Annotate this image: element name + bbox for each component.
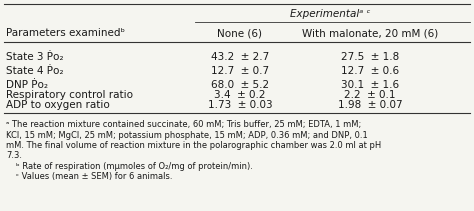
Text: mM. The final volume of reaction mixture in the polarographic chamber was 2.0 ml: mM. The final volume of reaction mixture… <box>6 141 381 150</box>
Text: 12.7  ± 0.7: 12.7 ± 0.7 <box>211 66 269 76</box>
Text: ᵃ The reaction mixture contained succinate, 60 mM; Tris buffer, 25 mM; EDTA, 1 m: ᵃ The reaction mixture contained succina… <box>6 120 361 129</box>
Text: 3.4  ± 0.2: 3.4 ± 0.2 <box>214 90 266 100</box>
Text: KCl, 15 mM; MgCl, 25 mM; potassium phosphate, 15 mM; ADP, 0.36 mM; and DNP, 0.1: KCl, 15 mM; MgCl, 25 mM; potassium phosp… <box>6 130 368 139</box>
Text: 7.3.: 7.3. <box>6 151 22 161</box>
Text: Respiratory control ratio: Respiratory control ratio <box>6 90 133 100</box>
Text: ᵇ Rate of respiration (mμmoles of O₂/mg of protein/min).: ᵇ Rate of respiration (mμmoles of O₂/mg … <box>16 162 253 171</box>
Text: None (6): None (6) <box>218 28 263 38</box>
Text: 2.2  ± 0.1: 2.2 ± 0.1 <box>344 90 396 100</box>
Text: DNP Ṗo₂: DNP Ṗo₂ <box>6 80 48 90</box>
Text: With malonate, 20 mM (6): With malonate, 20 mM (6) <box>302 28 438 38</box>
Text: 1.98  ± 0.07: 1.98 ± 0.07 <box>337 100 402 110</box>
Text: ADP to oxygen ratio: ADP to oxygen ratio <box>6 100 110 110</box>
Text: 1.73  ± 0.03: 1.73 ± 0.03 <box>208 100 272 110</box>
Text: State 4 Ṗo₂: State 4 Ṗo₂ <box>6 66 64 76</box>
Text: State 3 Ṗo₂: State 3 Ṗo₂ <box>6 52 64 62</box>
Text: 30.1  ± 1.6: 30.1 ± 1.6 <box>341 80 399 90</box>
Text: 43.2  ± 2.7: 43.2 ± 2.7 <box>211 52 269 62</box>
Text: 68.0  ± 5.2: 68.0 ± 5.2 <box>211 80 269 90</box>
Text: 12.7  ± 0.6: 12.7 ± 0.6 <box>341 66 399 76</box>
Text: Parameters examinedᵇ: Parameters examinedᵇ <box>6 28 125 38</box>
Text: ᶜ Values (mean ± SEM) for 6 animals.: ᶜ Values (mean ± SEM) for 6 animals. <box>16 173 173 181</box>
Text: Experimentalᵃ ᶜ: Experimentalᵃ ᶜ <box>290 9 370 19</box>
Text: 27.5  ± 1.8: 27.5 ± 1.8 <box>341 52 399 62</box>
